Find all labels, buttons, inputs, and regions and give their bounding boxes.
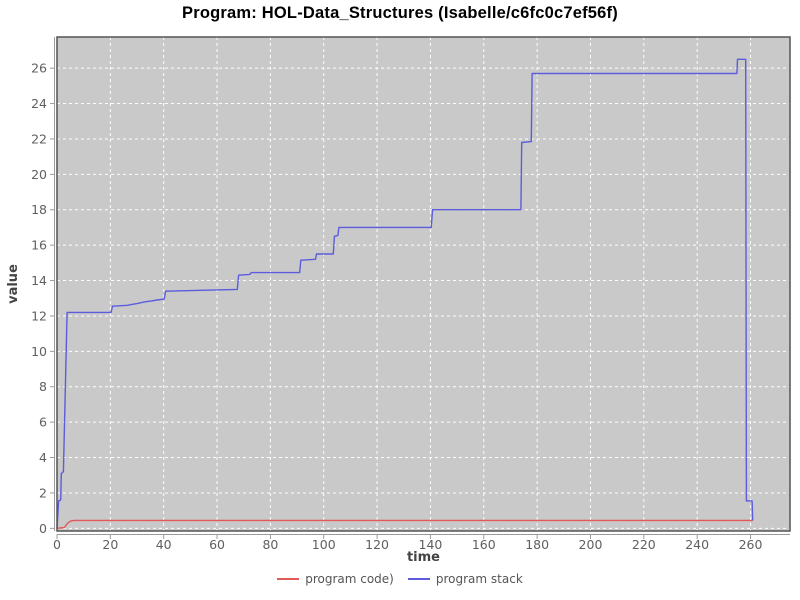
x-tick-label: 120: [365, 537, 389, 552]
legend-swatch-program-stack: [407, 578, 430, 580]
y-tick-label: 6: [39, 415, 47, 430]
x-tick-label: 240: [685, 537, 709, 552]
legend: program code) program stack: [0, 571, 800, 587]
y-axis-title: value: [6, 264, 21, 304]
x-tick-label: 40: [156, 537, 172, 552]
y-tick-label: 8: [39, 379, 47, 394]
y-tick-label: 24: [31, 96, 47, 111]
x-tick-label: 80: [262, 537, 278, 552]
x-tick-label: 100: [312, 537, 336, 552]
x-tick-label: 180: [525, 537, 549, 552]
y-tick-label: 10: [31, 344, 47, 359]
y-tick-label: 0: [39, 521, 47, 536]
x-tick-label: 0: [53, 537, 61, 552]
y-tick-label: 20: [31, 167, 47, 182]
x-tick-label: 200: [579, 537, 603, 552]
y-tick-label: 2: [39, 485, 47, 500]
legend-swatch-program-code: [277, 578, 300, 580]
y-tick-label: 18: [31, 202, 47, 217]
y-tick-label: 4: [39, 450, 47, 465]
legend-label-program-stack: program stack: [435, 572, 523, 586]
x-tick-label: 20: [102, 537, 118, 552]
series-line-0: [56, 519, 753, 529]
plot-frame: [56, 36, 791, 532]
y-tick-label: 14: [31, 273, 47, 288]
chart-title: Program: HOL-Data_Structures (Isabelle/c…: [182, 4, 618, 22]
x-tick-label: 140: [419, 537, 443, 552]
series-line-1: [56, 58, 754, 529]
y-tick-label: 22: [31, 131, 47, 146]
x-tick-label: 260: [739, 537, 763, 552]
y-tick-label: 12: [31, 308, 47, 323]
plot-background: [57, 37, 790, 531]
y-tick-label: 16: [31, 238, 47, 253]
legend-label-program-code: program code): [305, 572, 394, 586]
y-tick-label: 26: [31, 61, 47, 76]
x-axis-title: time: [407, 550, 440, 565]
x-tick-label: 220: [632, 537, 656, 552]
x-tick-label: 160: [472, 537, 496, 552]
x-tick-label: 60: [209, 537, 225, 552]
